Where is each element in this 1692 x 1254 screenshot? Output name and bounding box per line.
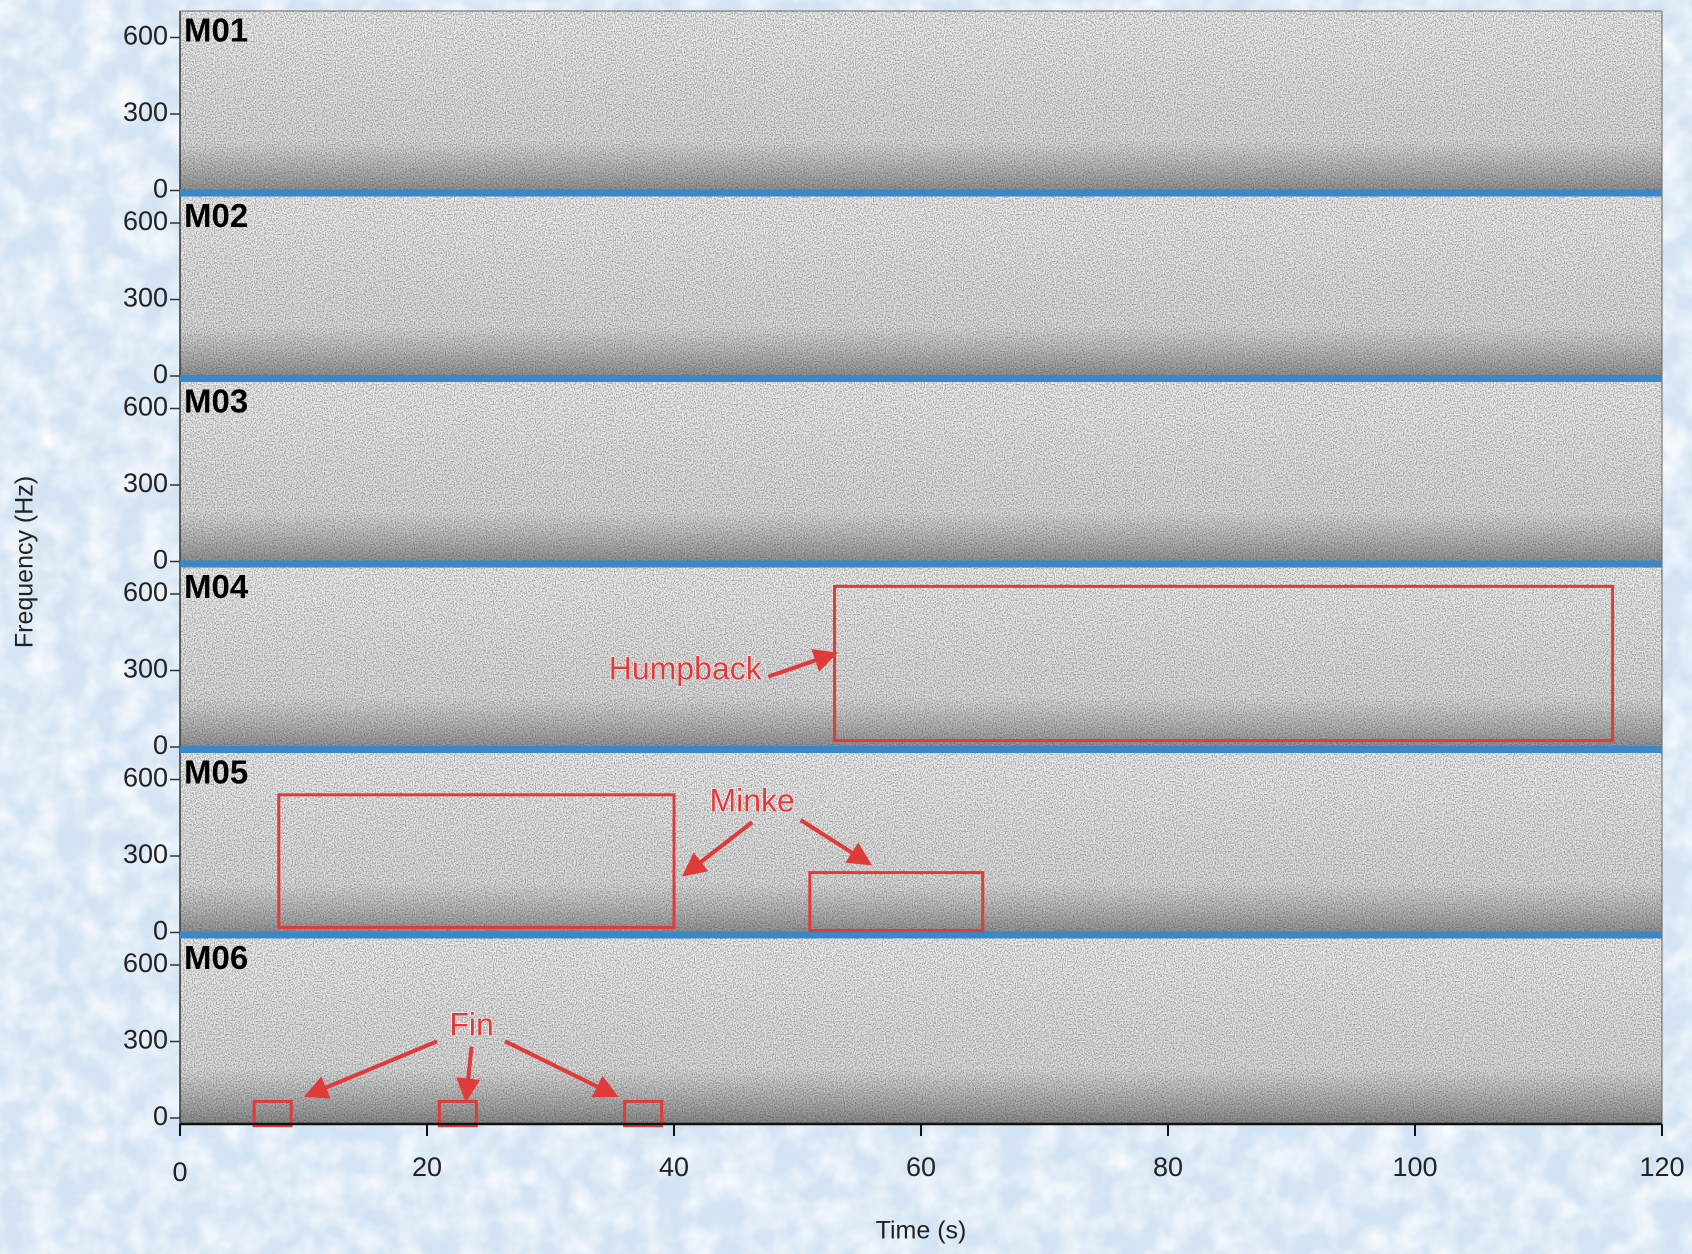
panel-label: M05 xyxy=(184,754,248,791)
panel-separator xyxy=(180,931,1662,940)
spectrogram-lowband xyxy=(180,567,1662,753)
spectrogram-lowband xyxy=(180,382,1662,568)
annotation-box xyxy=(808,871,985,932)
annotation-arrow xyxy=(504,1039,619,1098)
panel-label: M01 xyxy=(184,12,248,49)
y-tick-label: 600 xyxy=(123,21,168,51)
annotation-arrow xyxy=(767,649,838,679)
y-tick-label: 300 xyxy=(123,654,168,684)
x-tick-label: 60 xyxy=(906,1152,936,1182)
spectrogram-lowband xyxy=(180,938,1662,1124)
panel-separator xyxy=(180,375,1662,383)
x-tick-label: 40 xyxy=(659,1152,689,1182)
x-tick-label: 80 xyxy=(1153,1152,1183,1182)
panel-label: M03 xyxy=(184,383,248,420)
y-tick-label: 0 xyxy=(153,359,168,389)
panel-label: M06 xyxy=(184,939,248,976)
y-tick-label: 600 xyxy=(123,577,168,607)
y-tick-label: 0 xyxy=(153,174,168,204)
annotation-arrow xyxy=(303,1039,438,1099)
annotation-arrow xyxy=(682,820,754,877)
annotation-box xyxy=(623,1099,664,1128)
y-tick-label: 600 xyxy=(123,206,168,236)
y-tick-label: 0 xyxy=(153,916,168,946)
spectrogram-lowband xyxy=(180,196,1662,382)
y-tick-label: 300 xyxy=(123,97,168,127)
annotation-label: Minke xyxy=(709,782,794,818)
y-tick-label: 600 xyxy=(123,392,168,422)
y-tick-label: 600 xyxy=(123,948,168,978)
x-tick-label: 0 xyxy=(172,1157,187,1187)
annotation-arrow xyxy=(799,818,873,866)
panel-separator xyxy=(180,746,1662,754)
x-tick-label: 120 xyxy=(1639,1152,1684,1182)
y-tick-label: 0 xyxy=(153,1101,168,1131)
panel-label: M04 xyxy=(184,568,249,605)
panel-separator xyxy=(180,189,1662,198)
y-tick-label: 300 xyxy=(123,468,168,498)
y-tick-label: 300 xyxy=(123,839,168,869)
y-tick-label: 300 xyxy=(123,1025,168,1055)
panel-separator xyxy=(180,560,1662,569)
y-tick-label: 300 xyxy=(123,283,168,313)
annotation-box xyxy=(252,1099,293,1128)
y-axis-title: Frequency (Hz) xyxy=(11,476,39,648)
x-tick-label: 100 xyxy=(1392,1152,1437,1182)
x-tick-label: 20 xyxy=(412,1152,442,1182)
y-tick-label: 0 xyxy=(153,545,168,575)
annotation-label: Humpback xyxy=(609,651,763,687)
y-tick-label: 600 xyxy=(123,763,168,793)
y-tick-label: 0 xyxy=(153,730,168,760)
annotation-arrow xyxy=(456,1046,481,1103)
annotation-label: Fin xyxy=(449,1007,493,1043)
panel-label: M02 xyxy=(184,197,248,234)
x-axis-title: Time (s) xyxy=(876,1217,967,1245)
spectrogram-lowband xyxy=(180,11,1662,197)
annotation-box xyxy=(277,793,676,929)
spectrogram-lowband xyxy=(180,753,1662,939)
